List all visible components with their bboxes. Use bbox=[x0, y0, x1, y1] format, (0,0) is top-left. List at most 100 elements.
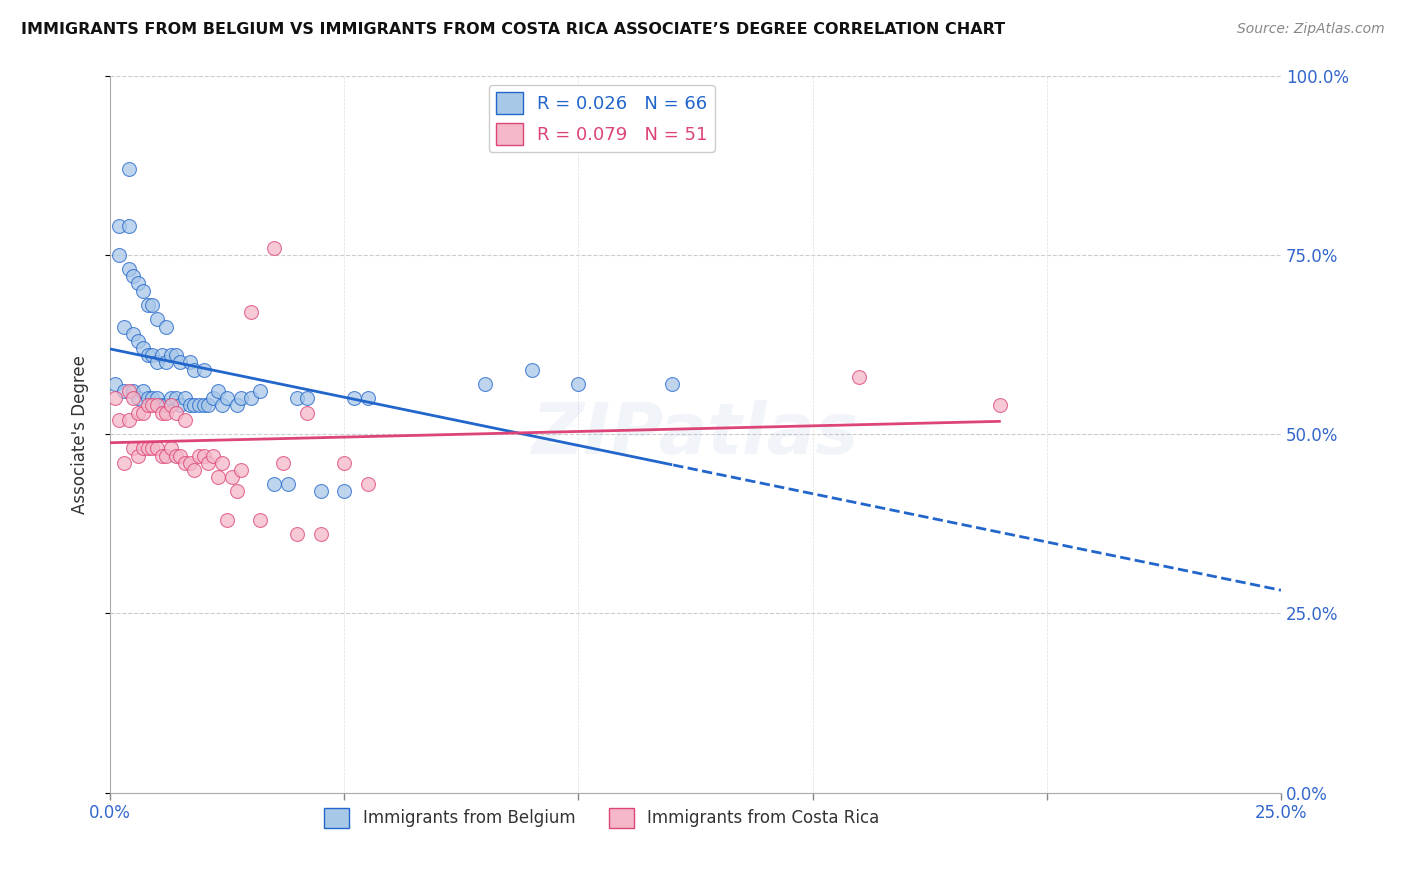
Point bbox=[211, 398, 233, 412]
Point bbox=[160, 398, 183, 412]
Point bbox=[127, 406, 149, 420]
Point bbox=[188, 398, 211, 412]
Point bbox=[112, 456, 135, 470]
Point bbox=[155, 355, 177, 369]
Point bbox=[197, 398, 219, 412]
Point bbox=[155, 406, 177, 420]
Point bbox=[217, 391, 239, 405]
Point bbox=[231, 391, 253, 405]
Point bbox=[132, 341, 155, 355]
Point bbox=[179, 355, 201, 369]
Point bbox=[122, 442, 145, 456]
Point bbox=[174, 456, 197, 470]
Point bbox=[122, 326, 145, 341]
Point bbox=[141, 398, 163, 412]
Point bbox=[231, 463, 253, 477]
Point bbox=[188, 449, 211, 463]
Point bbox=[179, 398, 201, 412]
Point bbox=[160, 348, 183, 362]
Point bbox=[174, 391, 197, 405]
Point bbox=[309, 527, 332, 541]
Point bbox=[155, 398, 177, 412]
Point bbox=[277, 477, 299, 491]
Point bbox=[136, 391, 159, 405]
Point bbox=[141, 348, 163, 362]
Point bbox=[239, 391, 262, 405]
Point bbox=[193, 398, 215, 412]
Point bbox=[150, 398, 173, 412]
Point bbox=[146, 398, 169, 412]
Point bbox=[136, 398, 159, 412]
Point bbox=[160, 391, 183, 405]
Point bbox=[356, 391, 378, 405]
Point bbox=[183, 398, 205, 412]
Point bbox=[287, 527, 309, 541]
Point bbox=[108, 413, 131, 427]
Point bbox=[169, 355, 191, 369]
Point bbox=[122, 391, 145, 405]
Point bbox=[155, 449, 177, 463]
Point bbox=[136, 348, 159, 362]
Point bbox=[104, 376, 127, 391]
Point bbox=[225, 398, 247, 412]
Point bbox=[193, 362, 215, 376]
Point bbox=[202, 391, 225, 405]
Point bbox=[333, 456, 356, 470]
Point bbox=[356, 477, 378, 491]
Point bbox=[211, 456, 233, 470]
Point bbox=[287, 391, 309, 405]
Point bbox=[474, 376, 496, 391]
Point bbox=[146, 442, 169, 456]
Point bbox=[169, 398, 191, 412]
Point bbox=[520, 362, 543, 376]
Point bbox=[221, 470, 243, 484]
Point bbox=[122, 269, 145, 284]
Point bbox=[146, 355, 169, 369]
Text: IMMIGRANTS FROM BELGIUM VS IMMIGRANTS FROM COSTA RICA ASSOCIATE’S DEGREE CORRELA: IMMIGRANTS FROM BELGIUM VS IMMIGRANTS FR… bbox=[21, 22, 1005, 37]
Text: Source: ZipAtlas.com: Source: ZipAtlas.com bbox=[1237, 22, 1385, 37]
Point bbox=[183, 362, 205, 376]
Point bbox=[295, 391, 318, 405]
Point bbox=[193, 449, 215, 463]
Point bbox=[202, 449, 225, 463]
Point bbox=[263, 477, 285, 491]
Point bbox=[132, 384, 155, 398]
Point bbox=[136, 298, 159, 312]
Point bbox=[127, 277, 149, 291]
Point bbox=[273, 456, 295, 470]
Point bbox=[150, 406, 173, 420]
Point bbox=[132, 284, 155, 298]
Point bbox=[207, 470, 229, 484]
Point bbox=[141, 391, 163, 405]
Point bbox=[174, 413, 197, 427]
Point bbox=[183, 463, 205, 477]
Point bbox=[118, 262, 141, 277]
Point bbox=[136, 442, 159, 456]
Point bbox=[141, 298, 163, 312]
Point bbox=[225, 484, 247, 499]
Point bbox=[197, 456, 219, 470]
Point bbox=[207, 384, 229, 398]
Point bbox=[165, 449, 187, 463]
Point bbox=[165, 406, 187, 420]
Point bbox=[127, 391, 149, 405]
Text: ZIPatlas: ZIPatlas bbox=[531, 400, 859, 468]
Point bbox=[118, 219, 141, 233]
Point bbox=[118, 384, 141, 398]
Point bbox=[112, 384, 135, 398]
Point bbox=[169, 449, 191, 463]
Point bbox=[150, 348, 173, 362]
Point bbox=[104, 391, 127, 405]
Point bbox=[263, 241, 285, 255]
Point bbox=[217, 513, 239, 527]
Point bbox=[165, 391, 187, 405]
Point bbox=[988, 398, 1011, 412]
Point bbox=[848, 369, 870, 384]
Point bbox=[179, 456, 201, 470]
Point bbox=[108, 219, 131, 233]
Point bbox=[343, 391, 366, 405]
Point bbox=[239, 305, 262, 319]
Point bbox=[141, 442, 163, 456]
Point bbox=[249, 384, 271, 398]
Point bbox=[295, 406, 318, 420]
